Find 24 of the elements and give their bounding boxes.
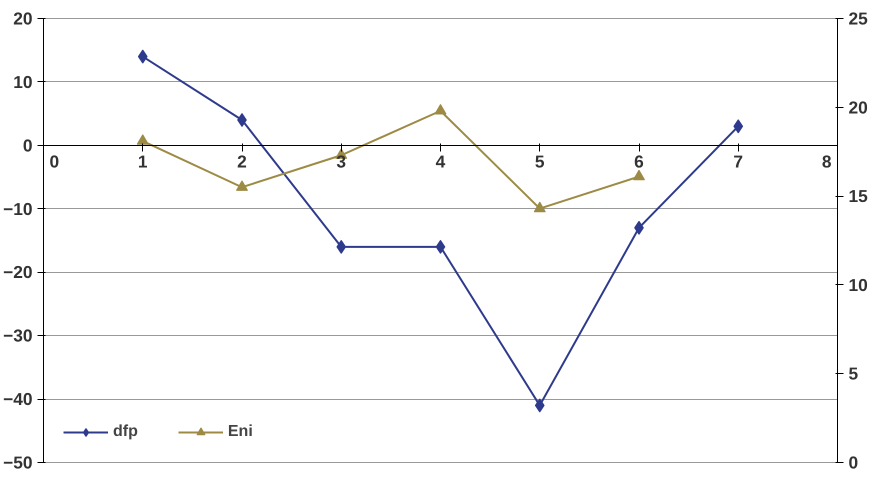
x-tick-label: 1	[138, 151, 148, 172]
x-tick-label: 6	[634, 151, 644, 172]
y-tick-label: −30	[3, 326, 33, 346]
y-tick-label: 20	[13, 8, 33, 28]
y-tick-label: −20	[3, 262, 33, 282]
y2-tick-label: 25	[848, 8, 868, 28]
y-tick-label: 0	[22, 135, 33, 156]
y2-tick-label: 15	[848, 186, 868, 206]
x-tick-label: 8	[822, 151, 832, 172]
x-tick-label: 2	[237, 151, 247, 172]
y2-tick-label: 10	[848, 274, 868, 295]
x-tick-label: 7	[733, 151, 744, 172]
x-tick-label: 4	[436, 151, 446, 172]
y2-tick-label: 20	[848, 97, 868, 118]
y2-tick-label: 5	[848, 364, 858, 384]
y-tick-label: −10	[3, 198, 33, 219]
y-tick-label: −50	[3, 452, 33, 472]
x-tick-label: 0	[50, 151, 60, 172]
legend-label: Eni	[228, 423, 253, 441]
x-tick-label: 5	[534, 151, 545, 172]
y-tick-label: 10	[13, 72, 33, 92]
y-tick-label: −40	[3, 389, 33, 410]
y2-tick-label: 0	[848, 452, 858, 472]
legend-label: dfp	[113, 423, 138, 441]
